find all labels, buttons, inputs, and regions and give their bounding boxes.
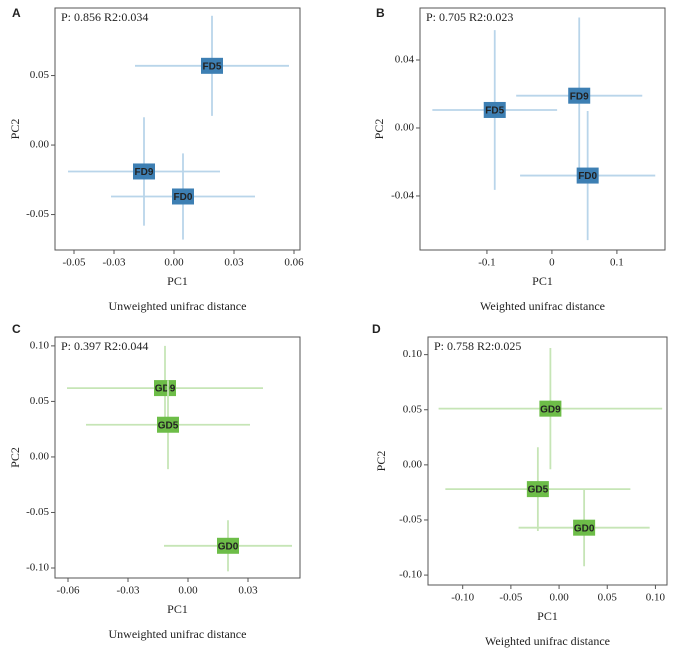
x-tick-label: -0.03: [103, 257, 126, 269]
y-tick-label: -0.05: [26, 506, 49, 518]
panel: B P: 0.705 R2:0.023 PC1 PC2 Weighted unifrac…: [372, 6, 666, 313]
x-tick-label: 0.00: [164, 257, 184, 269]
panel-letter: D: [372, 322, 381, 336]
y-tick-label: 0.05: [30, 395, 50, 407]
point-label: FD9: [570, 91, 589, 102]
point-label: FD0: [174, 192, 193, 203]
x-axis-label: PC1: [537, 609, 558, 623]
point-marker: [576, 167, 599, 184]
point-marker: [157, 416, 179, 433]
point-label: GD9: [155, 384, 176, 395]
point-marker: [217, 537, 239, 554]
annotation: P: 0.705 R2:0.023: [426, 10, 513, 24]
x-tick-label: 0.10: [646, 592, 666, 604]
plot-frame: [54, 7, 301, 251]
plot-frame: [419, 7, 666, 251]
x-tick-label: 0.03: [238, 585, 258, 597]
plot-frame: [54, 336, 301, 579]
point-marker: [483, 101, 506, 118]
y-tick-label: -0.05: [399, 514, 422, 526]
annotation: P: 0.856 R2:0.034: [61, 10, 148, 24]
y-tick-label: -0.10: [26, 562, 49, 574]
y-tick-label: -0.04: [391, 189, 414, 201]
caption: Unweighted unifrac distance: [109, 627, 247, 641]
x-tick-label: -0.05: [63, 257, 86, 269]
y-tick-label: 0.05: [403, 403, 423, 415]
point-label: GD0: [218, 541, 239, 552]
point-marker: [154, 380, 176, 397]
x-tick-label: -0.05: [499, 592, 522, 604]
y-tick-label: 0.10: [30, 339, 50, 351]
annotation: P: 0.397 R2:0.044: [61, 339, 148, 353]
point-label: FD5: [203, 61, 222, 72]
x-tick-label: 0: [549, 257, 555, 269]
x-tick-label: 0.05: [598, 592, 618, 604]
point-marker: [573, 519, 596, 536]
point-marker: [133, 163, 155, 180]
y-tick-label: 0.00: [395, 122, 415, 134]
point-marker: [568, 87, 591, 104]
point-label: FD0: [578, 171, 597, 182]
plot-frame: [427, 336, 668, 586]
x-tick-label: 0.06: [284, 257, 304, 269]
panel: C P: 0.397 R2:0.044 PC1 PC2 Unweighted unifr…: [8, 322, 301, 641]
point-marker: [201, 57, 223, 74]
point-label: GD9: [540, 404, 561, 415]
x-tick-label: 0.00: [549, 592, 569, 604]
caption: Unweighted unifrac distance: [109, 299, 247, 313]
x-tick-label: 0.00: [178, 585, 198, 597]
x-tick-label: -0.10: [451, 592, 474, 604]
y-tick-label: 0.00: [30, 450, 50, 462]
x-axis-label: PC1: [532, 274, 553, 288]
y-tick-label: -0.05: [26, 208, 49, 220]
point-label: GD0: [574, 523, 595, 534]
point-label: FD5: [485, 106, 504, 117]
y-tick-label: -0.10: [399, 569, 422, 581]
y-tick-label: 0.05: [30, 69, 50, 81]
x-tick-label: -0.06: [57, 585, 80, 597]
y-axis-label: PC2: [8, 119, 22, 140]
y-tick-label: 0.00: [30, 139, 50, 151]
point-label: GD5: [528, 485, 549, 496]
y-tick-label: 0.00: [403, 458, 423, 470]
y-tick-label: 0.10: [403, 348, 423, 360]
panel-letter: B: [376, 6, 385, 20]
caption: Weighted unifrac distance: [480, 299, 605, 313]
y-axis-label: PC2: [374, 451, 388, 472]
x-axis-label: PC1: [167, 274, 188, 288]
x-axis-label: PC1: [167, 602, 188, 616]
point-marker: [526, 481, 549, 498]
annotation: P: 0.758 R2:0.025: [434, 339, 521, 353]
x-tick-label: -0.03: [117, 585, 140, 597]
panel: A P: 0.856 R2:0.034 PC1 PC2 Unweighted unifr…: [8, 6, 304, 313]
y-tick-label: 0.04: [395, 54, 415, 66]
point-marker: [172, 188, 194, 205]
x-tick-label: 0.03: [224, 257, 244, 269]
y-axis-label: PC2: [8, 447, 22, 468]
panel: D P: 0.758 R2:0.025 PC1 PC2 Weighted unifrac…: [372, 322, 668, 648]
y-axis-label: PC2: [372, 119, 386, 140]
point-label: GD5: [158, 420, 179, 431]
caption: Weighted unifrac distance: [485, 634, 610, 648]
point-marker: [539, 400, 562, 417]
panel-letter: C: [12, 322, 21, 336]
x-tick-label: 0.1: [610, 257, 624, 269]
x-tick-label: -0.1: [478, 257, 495, 269]
point-label: FD9: [135, 167, 154, 178]
panel-letter: A: [12, 6, 21, 20]
